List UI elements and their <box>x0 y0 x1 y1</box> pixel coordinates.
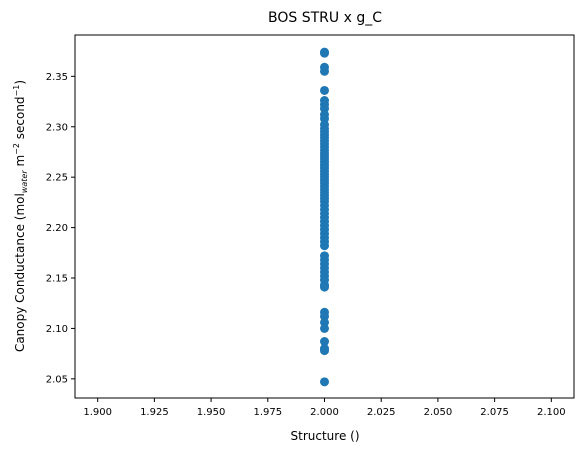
data-point <box>320 346 329 356</box>
x-tick-label: 2.075 <box>480 407 509 418</box>
x-tick-label: 1.975 <box>253 407 282 418</box>
y-axis-label: Canopy Conductance (molwater m−2 second−… <box>12 80 29 352</box>
data-point <box>320 85 329 95</box>
x-tick-label: 2.025 <box>367 407 396 418</box>
y-axis-label-mid1: m <box>13 155 27 171</box>
y-axis-label-sub: water <box>20 170 29 194</box>
y-tick-label: 2.05 <box>46 374 68 385</box>
data-point <box>320 377 329 387</box>
y-axis: 2.05 2.10 2.15 2.20 2.25 2.30 2.35 <box>46 72 75 385</box>
x-axis: 1.900 1.925 1.950 1.975 2.000 2.025 2.050 2.075… <box>83 398 566 418</box>
y-tick-label: 2.30 <box>46 122 68 133</box>
y-tick-label: 2.35 <box>46 72 68 83</box>
data-point <box>320 337 329 347</box>
y-axis-label-mid2: second <box>13 96 27 143</box>
x-tick-label: 2.100 <box>537 407 566 418</box>
x-axis-label: Structure () <box>291 429 360 443</box>
y-axis-label-sup1: −2 <box>12 143 21 155</box>
y-axis-label-suffix: ) <box>13 80 27 85</box>
x-tick-label: 1.950 <box>197 407 226 418</box>
y-axis-label-prefix: Canopy Conductance (mol <box>13 193 27 352</box>
data-point <box>320 241 329 251</box>
x-tick-label: 2.050 <box>424 407 453 418</box>
plot-marks <box>320 47 329 387</box>
data-point <box>320 48 329 58</box>
y-tick-label: 2.15 <box>46 274 68 285</box>
y-tick-label: 2.20 <box>46 223 68 234</box>
x-tick-label: 2.000 <box>310 407 339 418</box>
y-tick-label: 2.10 <box>46 324 68 335</box>
data-point <box>320 323 329 333</box>
data-point <box>320 66 329 76</box>
y-axis-label-sup2: −1 <box>12 85 21 97</box>
x-tick-label: 1.925 <box>140 407 169 418</box>
chart-title: BOS STRU x g_C <box>268 10 382 26</box>
y-tick-label: 2.25 <box>46 173 68 184</box>
x-tick-label: 1.900 <box>83 407 112 418</box>
data-point <box>320 282 329 292</box>
